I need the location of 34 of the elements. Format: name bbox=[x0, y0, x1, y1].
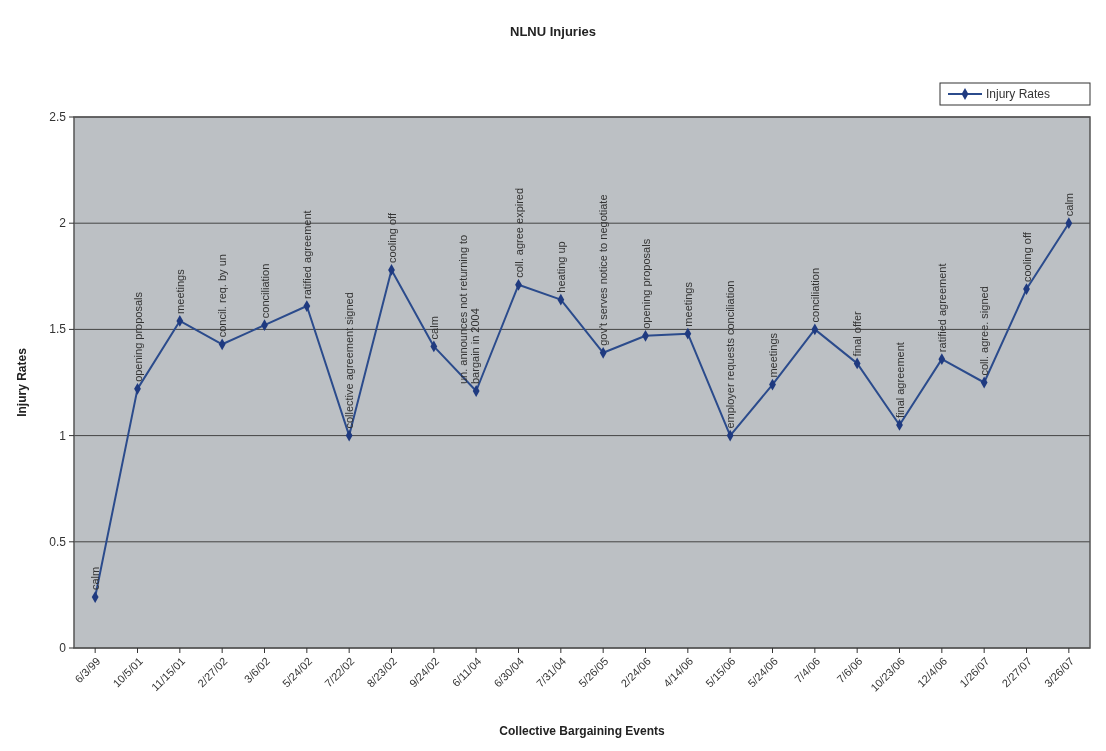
annotation: opening proposals bbox=[131, 291, 144, 382]
annotation: final agreement bbox=[893, 342, 906, 418]
annotation: collective agreement signed bbox=[343, 292, 356, 429]
annotation: cooling off bbox=[385, 212, 398, 263]
y-tick-label: 2 bbox=[59, 216, 67, 231]
y-tick-label: 0 bbox=[59, 641, 67, 655]
annotation: gov't serves notice to negotiate bbox=[597, 194, 610, 346]
legend-label: Injury Rates bbox=[986, 87, 1051, 101]
annotation: calm bbox=[1062, 192, 1075, 217]
annotation: coll. agree expired bbox=[512, 187, 525, 278]
annotation: final offer bbox=[851, 311, 864, 357]
y-tick-label: 1.5 bbox=[49, 322, 67, 337]
annotation: meetings bbox=[681, 281, 694, 327]
chart-title: NLNU Injuries bbox=[510, 24, 596, 39]
annotation: opening proposals bbox=[639, 238, 652, 329]
annotation: ratified agreement bbox=[300, 210, 313, 300]
y-tick-label: 1 bbox=[59, 428, 67, 443]
annotation: concil. req. by un bbox=[216, 254, 229, 338]
annotation: conciliation bbox=[808, 267, 821, 323]
annotation: conciliation bbox=[258, 263, 271, 319]
annotation: meetings bbox=[766, 332, 779, 378]
annotation: calm bbox=[427, 316, 440, 340]
y-tick-label: 2.5 bbox=[49, 110, 67, 124]
y-axis-title: Injury Rates bbox=[15, 347, 29, 417]
annotation: un. announces not returning to bargain in 2004 bbox=[457, 234, 482, 384]
annotation: meetings bbox=[173, 268, 186, 314]
annotation: employer requests conciliation bbox=[724, 280, 737, 429]
annotation: ratified agreement bbox=[935, 263, 948, 353]
annotation: cooling off bbox=[1020, 231, 1033, 283]
annotation: heating up bbox=[554, 241, 567, 293]
annotation: calm bbox=[89, 566, 102, 591]
y-tick-label: 0.5 bbox=[49, 534, 67, 549]
x-axis-title: Collective Bargaining Events bbox=[499, 724, 666, 738]
annotation: coll. agree. signed bbox=[978, 286, 991, 376]
